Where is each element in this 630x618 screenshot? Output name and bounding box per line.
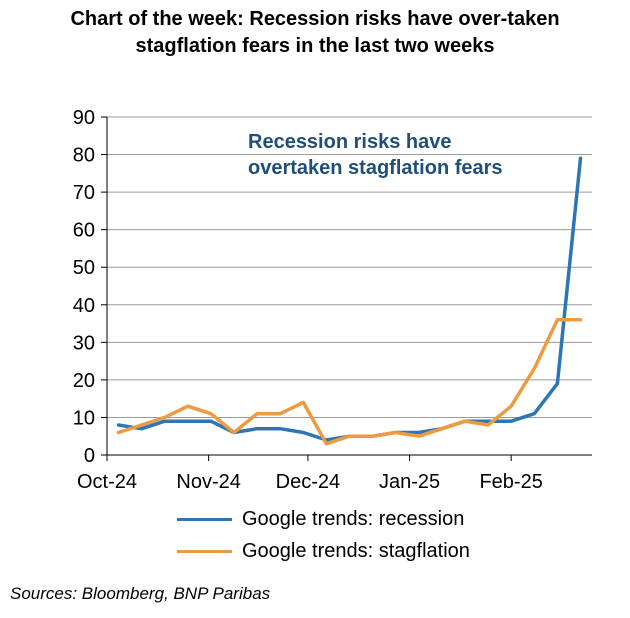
legend-swatch-recession [177,517,232,521]
series-line-recession [116,156,583,442]
legend-item-recession: Google trends: recession [177,503,470,535]
series-line-stagflation [116,318,583,446]
legend: Google trends: recession Google trends: … [177,503,470,567]
series-lines [116,156,583,446]
y-tick-label: 60 [73,220,95,242]
legend-swatch-stagflation [177,549,232,553]
gridlines [101,116,592,456]
x-tick-label: Feb-25 [479,471,542,493]
y-axis-tick-labels: 0 10 20 30 40 50 60 70 80 90 [73,107,95,467]
annotation-line-2: overtaken stagflation fears [248,157,503,179]
y-tick-label: 80 [73,145,95,167]
y-tick-label: 50 [73,257,95,279]
x-tick-label: Nov-24 [176,471,240,493]
y-tick-label: 10 [73,407,95,429]
x-axis-tick-labels: Oct-24 Nov-24 Dec-24 Jan-25 Feb-25 [77,455,543,493]
chart-title-line-1: Chart of the week: Recession risks have … [70,8,560,30]
x-tick-label: Oct-24 [77,471,137,493]
y-tick-label: 0 [84,445,95,467]
legend-label-recession: Google trends: recession [242,508,465,530]
y-tick-label: 70 [73,182,95,204]
y-tick-label: 30 [73,332,95,354]
x-tick-label: Dec-24 [276,471,340,493]
legend-label-stagflation: Google trends: stagflation [242,540,470,562]
x-tick-label: Jan-25 [379,471,440,493]
source-note: Sources: Bloomberg, BNP Paribas [10,584,271,603]
y-tick-label: 90 [73,107,95,129]
annotation-line-1: Recession risks have [248,131,451,153]
legend-item-stagflation: Google trends: stagflation [177,535,470,567]
y-tick-label: 20 [73,370,95,392]
y-tick-label: 40 [73,295,95,317]
chart-title: Chart of the week: Recession risks have … [0,6,630,60]
chart-title-line-2: stagflation fears in the last two weeks [135,35,495,57]
